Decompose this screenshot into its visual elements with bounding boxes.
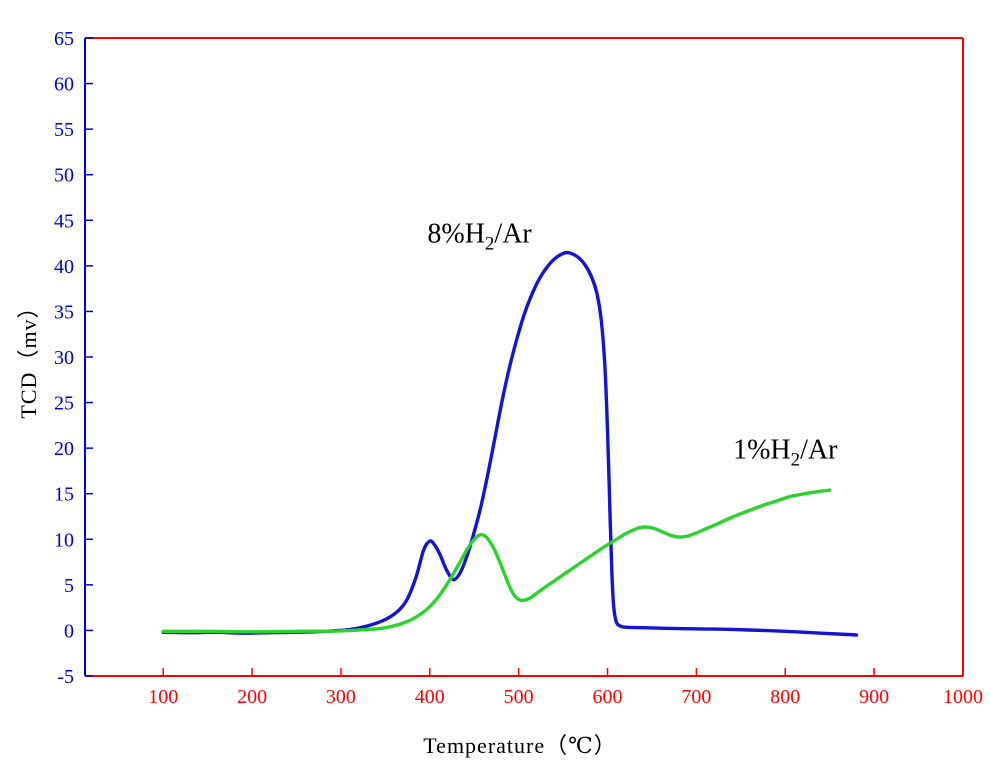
y-tick-label: 25 [54,393,74,415]
x-tick-label: 700 [681,686,711,708]
series-label-1pct: 1%H2/Ar [733,434,837,471]
y-tick-label: -5 [57,666,74,688]
y-tick-label: 0 [64,620,74,642]
x-tick-label: 900 [859,686,889,708]
curve-1-h2-ar [161,488,832,634]
x-tick-label: 800 [770,686,800,708]
y-tick-label: 10 [54,529,74,551]
x-tick-label: 200 [237,686,267,708]
x-axis-title: Temperature（℃） [423,733,617,758]
y-tick-label: 30 [54,347,74,369]
y-tick-label: 40 [54,256,74,278]
y-tick-label: 5 [64,575,74,597]
series-label-8pct-suffix: /Ar [494,218,532,250]
y-tick-label: 35 [54,301,74,323]
x-tick-label: 100 [148,686,178,708]
series-label-8pct: 8%H2/Ar [427,218,531,255]
series-label-1pct-suffix: /Ar [800,434,838,466]
x-tick-label: 500 [504,686,534,708]
y-tick-label: 20 [54,438,74,460]
y-tick-label: 55 [54,119,74,141]
y-tick-label: 60 [54,74,74,96]
y-tick-label: 50 [54,165,74,187]
x-tick-label: 600 [593,686,623,708]
curve-8-h2-ar [161,250,859,637]
series-label-8pct-sub: 2 [484,232,495,254]
series-label-1pct-sub: 2 [790,448,801,470]
y-tick-label: 15 [54,484,74,506]
x-tick-label: 400 [415,686,445,708]
y-axis-title: TCD（mv） [16,295,41,419]
series-label-8pct-prefix: 8%H [427,218,485,250]
series-label-1pct-prefix: 1%H [733,434,791,466]
x-tick-label: 300 [326,686,356,708]
y-tick-label: 65 [54,28,74,50]
y-tick-label: 45 [54,210,74,232]
x-tick-label: 1000 [943,686,983,708]
